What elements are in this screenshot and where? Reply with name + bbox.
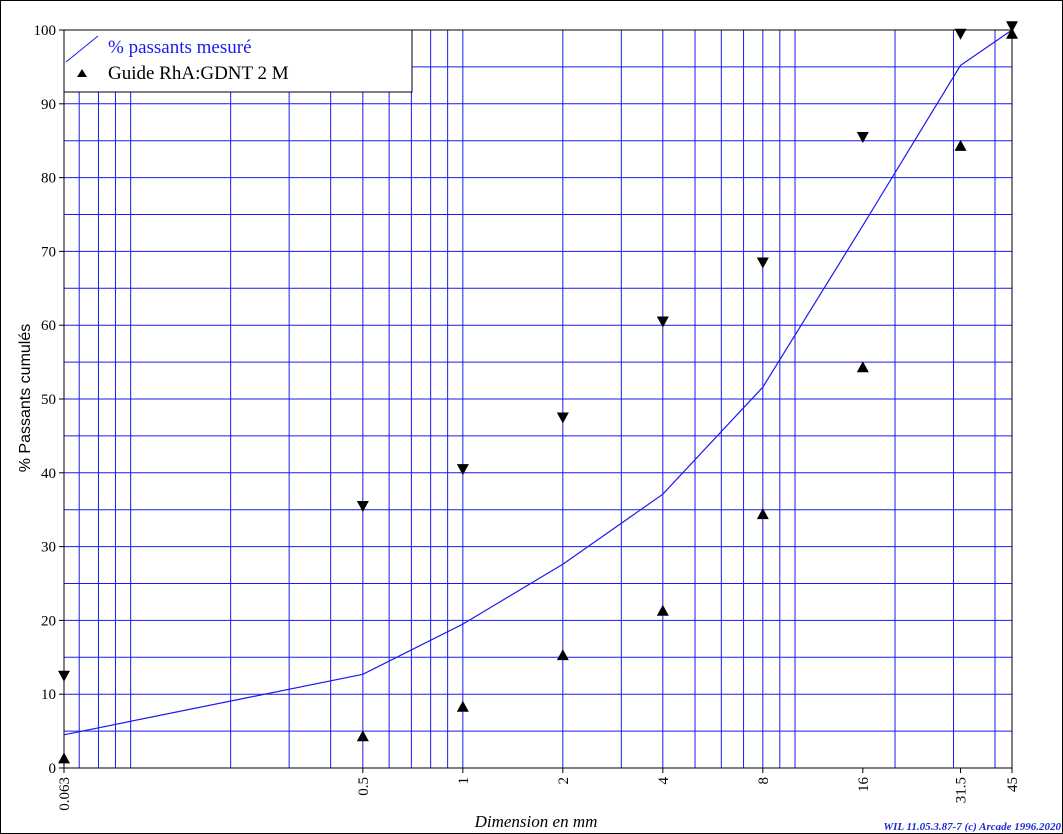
x-tick-label: 4 [656,777,672,785]
guide-markers [58,21,1018,764]
x-axis-label: Dimension en mm [474,812,598,831]
y-tick-label: 0 [49,761,57,777]
x-tick-label: 2 [556,777,572,785]
guide-upper-marker [556,412,569,424]
y-axis: 0 10 20 30 40 50 60 70 80 90 100 [34,23,64,777]
x-tick-label: 45 [1005,777,1021,792]
guide-lower-marker [756,508,769,520]
y-tick-label: 30 [41,540,56,556]
x-axis: 0.063 0.5 1 2 4 8 16 31.5 45 [57,768,1021,811]
x-tick-label: 0.5 [356,777,372,796]
y-tick-label: 80 [41,171,56,187]
legend-triangle-icon [77,69,87,77]
guide-upper-marker [58,670,70,682]
guide-upper-marker [856,132,869,144]
y-tick-label: 40 [41,466,56,482]
y-tick-label: 10 [41,687,56,703]
grid [64,29,1012,769]
measured-curve [63,29,1013,736]
legend: % passants mesuré Guide RhA:GDNT 2 M [63,29,413,93]
guide-lower-marker [856,361,869,373]
guide-upper-marker [1006,21,1018,33]
legend-guide-label: Guide RhA:GDNT 2 M [108,63,289,84]
y-tick-label: 90 [41,97,56,113]
legend-measured-label: % passants mesuré [108,37,252,58]
x-tick-label: 1 [456,777,472,785]
guide-lower-marker [656,604,669,616]
copyright-footer: WIL 11.05.3.87-7 (c) Arcade 1996.2020 [883,821,1061,833]
y-axis-label: % Passants cumulés [17,324,34,473]
y-tick-label: 60 [41,318,56,334]
y-tick-label: 20 [41,613,56,629]
x-tick-label: 8 [756,777,772,785]
guide-upper-marker [756,257,769,269]
y-tick-label: 100 [34,23,57,39]
x-tick-label: 16 [856,777,872,793]
guide-lower-marker [456,700,469,712]
legend-box [63,29,413,93]
guide-upper-marker [356,501,369,513]
x-tick-label: 31.5 [954,777,970,803]
x-tick-label: 0.063 [57,777,73,811]
guide-upper-marker [656,316,669,328]
legend-line-swatch [65,35,99,63]
guide-upper-marker [954,28,967,40]
guide-lower-marker [556,649,569,661]
guide-lower-marker [58,752,70,764]
guide-lower-marker [356,730,369,742]
y-tick-label: 50 [41,392,56,408]
y-tick-label: 70 [41,244,56,260]
series [63,29,1013,736]
guide-upper-marker [456,464,469,476]
guide-lower-marker [1006,27,1018,39]
guide-lower-marker [954,139,967,151]
